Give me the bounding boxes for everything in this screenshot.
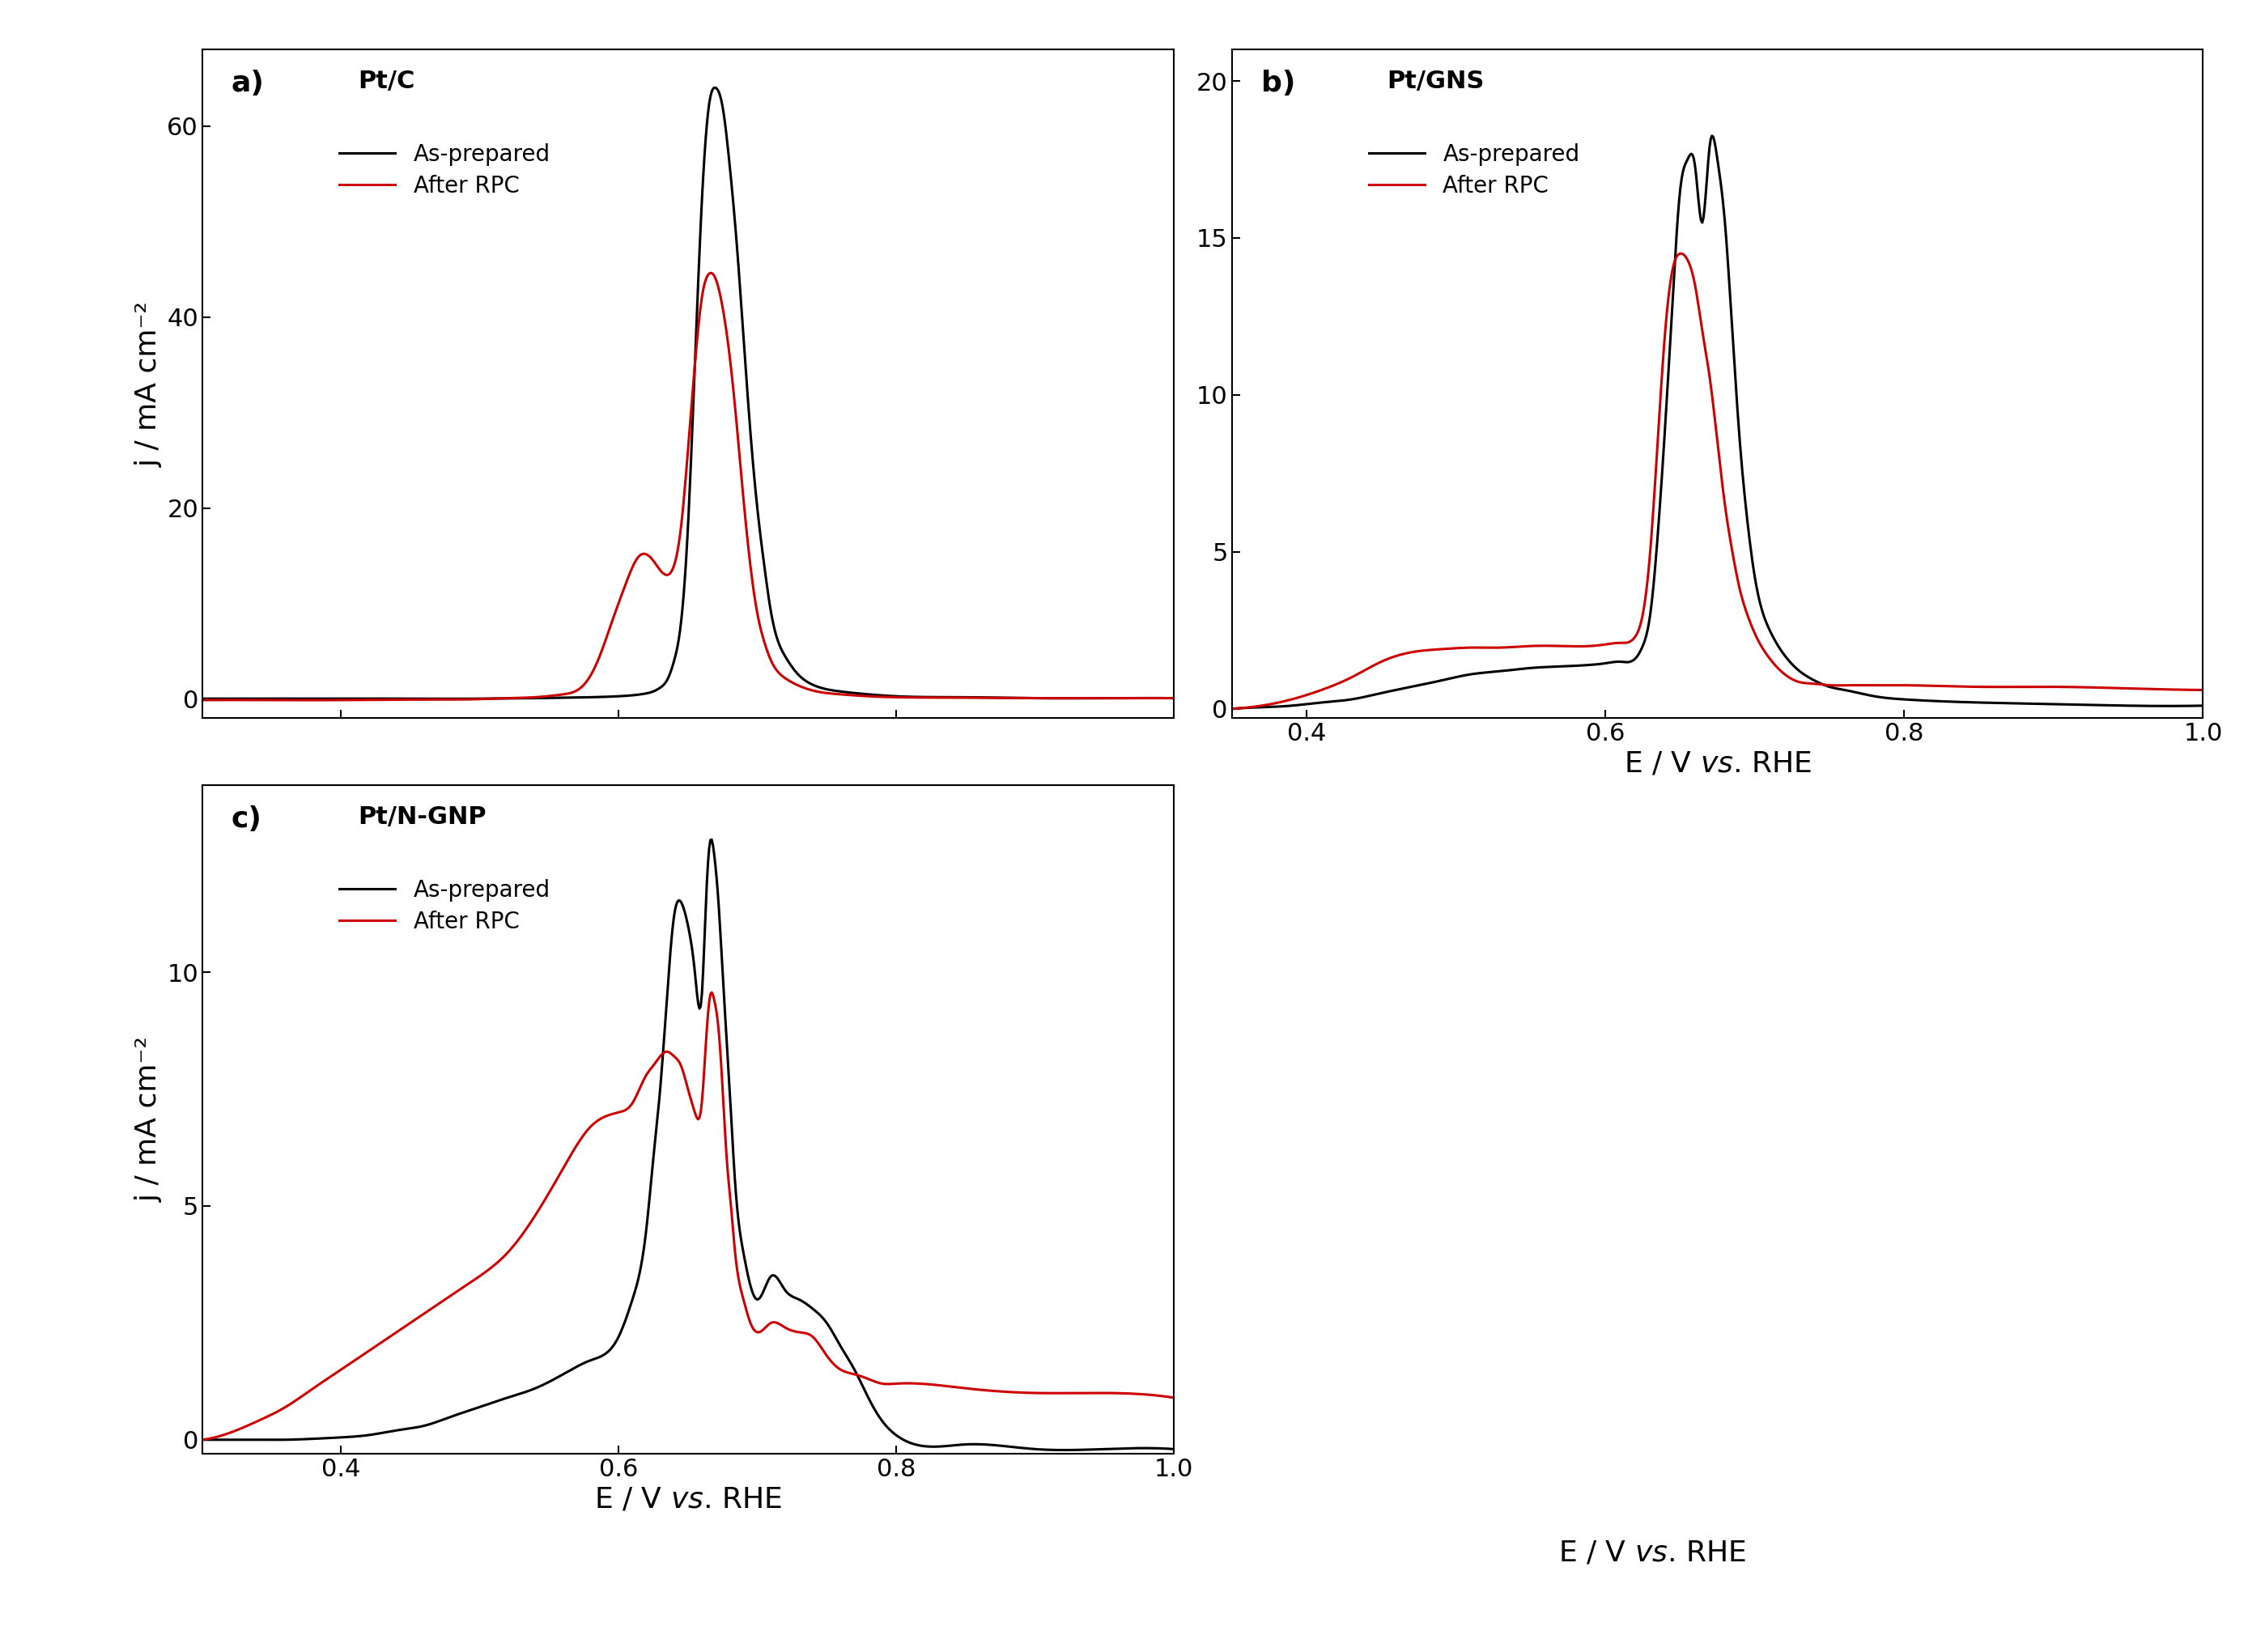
As-prepared xyxy=(189,1431,216,1450)
As-prepared xyxy=(2190,695,2217,715)
Legend: As-prepared, After RPC: As-prepared, After RPC xyxy=(330,871,560,942)
As-prepared xyxy=(1160,1439,1187,1459)
After RPC xyxy=(2190,681,2217,700)
Legend: As-prepared, After RPC: As-prepared, After RPC xyxy=(1360,134,1589,206)
After RPC xyxy=(753,1315,780,1335)
As-prepared xyxy=(247,689,274,709)
As-prepared xyxy=(809,1307,836,1327)
As-prepared xyxy=(1027,1439,1054,1459)
After RPC xyxy=(2057,677,2084,697)
After RPC xyxy=(699,983,726,1003)
After RPC xyxy=(189,691,216,710)
As-prepared xyxy=(1027,689,1054,709)
After RPC xyxy=(1810,674,1837,694)
After RPC xyxy=(247,691,274,710)
X-axis label: E / V $\it{vs}$. RHE: E / V $\it{vs}$. RHE xyxy=(593,1485,782,1513)
As-prepared xyxy=(441,689,468,709)
After RPC xyxy=(928,687,955,707)
As-prepared xyxy=(1956,692,1983,712)
Line: After RPC: After RPC xyxy=(202,273,1173,700)
After RPC xyxy=(755,646,782,666)
As-prepared xyxy=(1699,126,1726,145)
Line: After RPC: After RPC xyxy=(1232,253,2203,709)
After RPC xyxy=(299,691,326,710)
After RPC xyxy=(926,1376,953,1396)
As-prepared xyxy=(1783,659,1810,679)
As-prepared xyxy=(1160,689,1187,709)
Line: As-prepared: As-prepared xyxy=(202,88,1173,699)
After RPC xyxy=(809,1340,836,1360)
As-prepared xyxy=(701,78,728,97)
Text: Pt/N-GNP: Pt/N-GNP xyxy=(357,805,486,829)
As-prepared xyxy=(1839,682,1866,702)
Y-axis label: j / mA cm⁻²: j / mA cm⁻² xyxy=(135,1036,162,1203)
After RPC xyxy=(780,674,807,694)
After RPC xyxy=(1277,689,1304,709)
After RPC xyxy=(1839,676,1866,695)
Text: c): c) xyxy=(232,805,263,833)
Line: As-prepared: As-prepared xyxy=(1232,135,2203,709)
As-prepared xyxy=(926,1437,953,1457)
Text: E / V $\it{vs}$. RHE: E / V $\it{vs}$. RHE xyxy=(1558,1540,1747,1566)
After RPC xyxy=(1160,1388,1187,1408)
As-prepared xyxy=(809,679,836,699)
After RPC xyxy=(780,1322,807,1341)
As-prepared xyxy=(1218,699,1245,719)
As-prepared xyxy=(1277,695,1304,715)
After RPC xyxy=(1160,689,1187,709)
After RPC xyxy=(1666,243,1693,263)
As-prepared xyxy=(247,1431,274,1450)
X-axis label: E / V $\it{vs}$. RHE: E / V $\it{vs}$. RHE xyxy=(1623,750,1812,778)
As-prepared xyxy=(755,588,782,608)
After RPC xyxy=(1027,689,1054,709)
As-prepared xyxy=(780,1287,807,1307)
As-prepared xyxy=(1050,1441,1077,1460)
As-prepared xyxy=(780,661,807,681)
Text: Pt/C: Pt/C xyxy=(357,69,414,93)
As-prepared xyxy=(1810,674,1837,694)
As-prepared xyxy=(753,1272,780,1292)
After RPC xyxy=(697,263,724,282)
After RPC xyxy=(1783,671,1810,691)
Line: After RPC: After RPC xyxy=(202,993,1173,1441)
Line: As-prepared: As-prepared xyxy=(202,839,1173,1450)
After RPC xyxy=(1956,677,1983,697)
As-prepared xyxy=(928,687,955,707)
Legend: As-prepared, After RPC: As-prepared, After RPC xyxy=(330,134,560,206)
As-prepared xyxy=(2057,694,2084,714)
Y-axis label: j / mA cm⁻²: j / mA cm⁻² xyxy=(135,301,162,468)
Text: Pt/GNS: Pt/GNS xyxy=(1387,69,1484,93)
As-prepared xyxy=(189,689,216,709)
Text: b): b) xyxy=(1261,69,1295,97)
After RPC xyxy=(247,1409,274,1429)
As-prepared xyxy=(699,829,726,849)
After RPC xyxy=(809,682,836,702)
After RPC xyxy=(189,1431,216,1450)
Text: a): a) xyxy=(232,69,265,97)
After RPC xyxy=(1027,1383,1054,1403)
After RPC xyxy=(1218,699,1245,719)
